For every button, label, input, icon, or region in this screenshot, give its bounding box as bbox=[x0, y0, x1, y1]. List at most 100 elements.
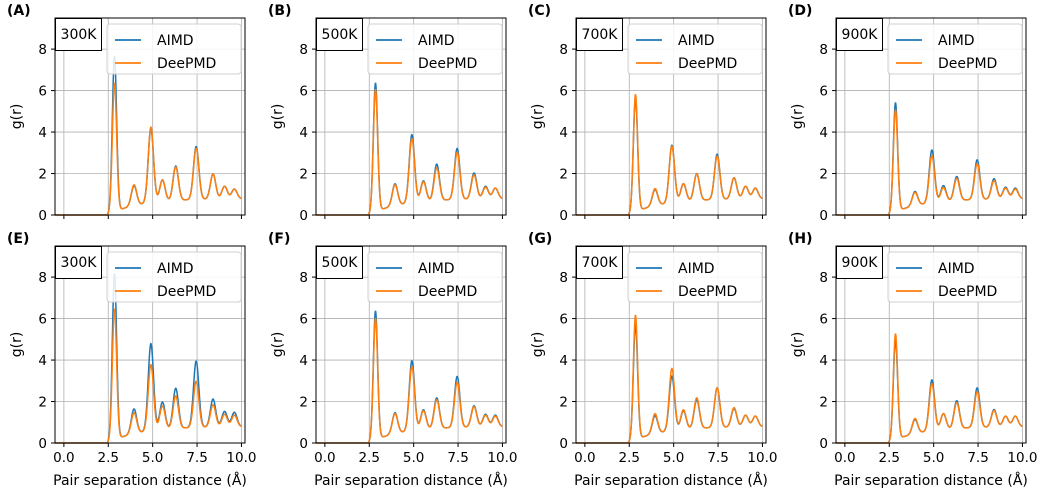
panel-e: 0.0 2.5 5.0 7.5 10.0 0 2 4 6 8 g(r) Pair separation… bbox=[7, 231, 256, 489]
temperature-label: 900K bbox=[842, 255, 879, 271]
y-tick-label: 8 bbox=[299, 42, 308, 58]
panel-label: (B) bbox=[268, 3, 291, 19]
legend-label-aimd: AIMD bbox=[418, 33, 455, 49]
legend-label-deepmd: DeePMD bbox=[938, 56, 997, 72]
y-tick-label: 2 bbox=[38, 395, 47, 411]
y-axis-label: g(r) bbox=[530, 104, 546, 130]
y-tick-label: 8 bbox=[819, 270, 828, 286]
temperature-box bbox=[55, 18, 102, 51]
y-tick-label: 4 bbox=[299, 353, 308, 369]
x-tick-label: 7.5 bbox=[707, 450, 728, 466]
panel-a: 0 2 4 6 8 g(r) (A) 300K AIMD DeePMD bbox=[7, 3, 246, 224]
x-tick-label: 7.5 bbox=[447, 450, 468, 466]
legend-box bbox=[367, 251, 503, 303]
panel-label: (G) bbox=[528, 231, 552, 247]
x-tick-label: 2.5 bbox=[359, 450, 380, 466]
legend-box bbox=[887, 251, 1023, 303]
panel-label: (E) bbox=[7, 231, 29, 247]
y-tick-label: 4 bbox=[819, 353, 828, 369]
x-tick-label: 7.5 bbox=[186, 450, 207, 466]
x-axis-label: Pair separation distance (Å) bbox=[314, 472, 508, 489]
y-tick-label: 4 bbox=[819, 125, 828, 141]
y-tick-label: 2 bbox=[559, 395, 568, 411]
panel-d: 0 2 4 6 8 g(r) (D) 900K AIMD DeePMD bbox=[788, 3, 1027, 224]
temperature-box bbox=[836, 246, 883, 279]
y-tick-label: 2 bbox=[38, 167, 47, 183]
legend-label-aimd: AIMD bbox=[157, 33, 194, 49]
axes-frame bbox=[315, 245, 507, 444]
y-tick-label: 4 bbox=[559, 125, 568, 141]
legend-label-deepmd: DeePMD bbox=[157, 56, 216, 72]
x-tick-label: 10.0 bbox=[1007, 450, 1037, 466]
y-tick-label: 6 bbox=[559, 84, 568, 100]
temperature-label: 500K bbox=[322, 255, 359, 271]
axes-frame bbox=[54, 245, 246, 444]
x-tick-label: 2.5 bbox=[98, 450, 119, 466]
y-axis-label: g(r) bbox=[530, 332, 546, 358]
y-tick-label: 4 bbox=[38, 353, 47, 369]
legend-label-deepmd: DeePMD bbox=[157, 284, 216, 300]
y-tick-label: 4 bbox=[299, 125, 308, 141]
y-axis-label: g(r) bbox=[790, 104, 806, 130]
x-tick-label: 5.0 bbox=[403, 450, 424, 466]
y-tick-label: 8 bbox=[38, 270, 47, 286]
temperature-box bbox=[316, 246, 363, 279]
x-tick-label: 0.0 bbox=[834, 450, 855, 466]
panel-f: 0.0 2.5 5.0 7.5 10.0 0 2 4 6 8 g(r) Pair separation… bbox=[268, 231, 517, 489]
panel-label: (H) bbox=[788, 231, 813, 247]
y-tick-label: 2 bbox=[819, 167, 828, 183]
y-axis-label: g(r) bbox=[790, 332, 806, 358]
axes-frame bbox=[54, 17, 246, 216]
temperature-label: 500K bbox=[322, 27, 359, 43]
panel-g: 0.0 2.5 5.0 7.5 10.0 0 2 4 6 8 g(r) Pair separation… bbox=[528, 231, 777, 489]
y-tick-label: 4 bbox=[38, 125, 47, 141]
y-tick-label: 8 bbox=[559, 42, 568, 58]
y-axis-label: g(r) bbox=[270, 332, 286, 358]
temperature-box bbox=[576, 246, 623, 279]
y-tick-label: 6 bbox=[819, 312, 828, 328]
temperature-label: 700K bbox=[582, 255, 619, 271]
legend-label-deepmd: DeePMD bbox=[418, 56, 477, 72]
temperature-label: 700K bbox=[582, 27, 619, 43]
legend-label-deepmd: DeePMD bbox=[678, 284, 737, 300]
x-tick-label: 0.0 bbox=[53, 450, 74, 466]
x-tick-label: 7.5 bbox=[967, 450, 988, 466]
axes-frame bbox=[575, 17, 767, 216]
y-tick-label: 6 bbox=[819, 84, 828, 100]
x-tick-label: 2.5 bbox=[879, 450, 900, 466]
legend-box bbox=[627, 251, 763, 303]
y-tick-label: 2 bbox=[299, 167, 308, 183]
legend-label-aimd: AIMD bbox=[418, 261, 455, 277]
axes-frame bbox=[835, 17, 1027, 216]
x-tick-label: 0.0 bbox=[314, 450, 335, 466]
y-axis-label: g(r) bbox=[9, 332, 25, 358]
x-tick-label: 5.0 bbox=[923, 450, 944, 466]
legend-label-aimd: AIMD bbox=[938, 261, 975, 277]
legend-label-deepmd: DeePMD bbox=[938, 284, 997, 300]
y-tick-label: 8 bbox=[38, 42, 47, 58]
y-axis-label: g(r) bbox=[270, 104, 286, 130]
legend-box bbox=[887, 23, 1023, 75]
x-tick-label: 10.0 bbox=[226, 450, 256, 466]
y-tick-label: 8 bbox=[819, 42, 828, 58]
y-tick-label: 0 bbox=[819, 208, 828, 224]
x-axis-label: Pair separation distance (Å) bbox=[574, 472, 768, 489]
x-axis-label: Pair separation distance (Å) bbox=[834, 472, 1028, 489]
legend-box bbox=[106, 23, 242, 75]
legend-label-deepmd: DeePMD bbox=[678, 56, 737, 72]
panel-c: 0 2 4 6 8 g(r) (C) 700K AIMD DeePMD bbox=[528, 3, 767, 224]
y-tick-label: 8 bbox=[299, 270, 308, 286]
y-tick-label: 8 bbox=[559, 270, 568, 286]
panel-label: (A) bbox=[7, 3, 31, 19]
y-tick-label: 6 bbox=[299, 312, 308, 328]
legend-box bbox=[627, 23, 763, 75]
legend-label-deepmd: DeePMD bbox=[418, 284, 477, 300]
y-tick-label: 4 bbox=[559, 353, 568, 369]
axes-frame bbox=[315, 17, 507, 216]
axes-frame bbox=[835, 245, 1027, 444]
y-tick-label: 0 bbox=[299, 436, 308, 452]
y-tick-label: 2 bbox=[819, 395, 828, 411]
x-tick-label: 5.0 bbox=[142, 450, 163, 466]
x-tick-label: 5.0 bbox=[663, 450, 684, 466]
